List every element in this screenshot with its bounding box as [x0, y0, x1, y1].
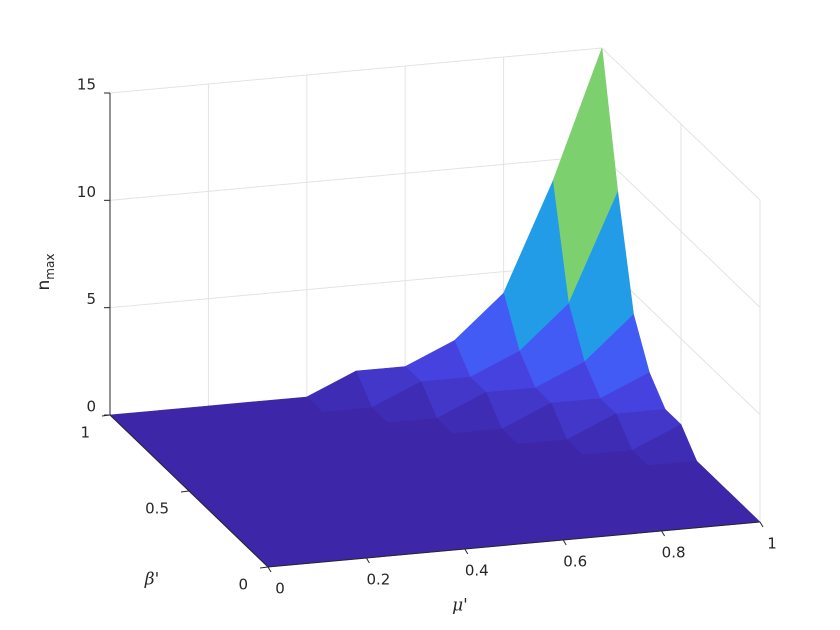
- x-tick-label: 0: [275, 580, 285, 598]
- z-tick-label: 0: [86, 398, 96, 416]
- y-tick: [259, 566, 269, 569]
- grid-line: [109, 154, 603, 201]
- x-tick: [267, 566, 272, 573]
- z-axis-label-base: n: [34, 280, 54, 291]
- x-tick-label: 0.6: [563, 553, 587, 571]
- x-tick-label: 1: [767, 535, 777, 553]
- y-tick: [180, 490, 190, 493]
- x-tick: [464, 548, 469, 555]
- y-tick-label: 0.5: [145, 500, 169, 518]
- z-tick-label: 15: [77, 76, 96, 94]
- y-axis-label: β': [144, 570, 160, 590]
- x-tick: [759, 521, 764, 528]
- x-tick: [562, 539, 567, 546]
- grid-line: [601, 154, 761, 308]
- y-tick-label: 1: [80, 424, 90, 442]
- x-tick-label: 0.8: [662, 544, 686, 562]
- x-tick: [365, 557, 370, 564]
- z-tick-label: 5: [86, 290, 96, 308]
- x-axis-label: μ': [452, 596, 468, 616]
- z-tick-label: 10: [77, 183, 96, 201]
- grid-line: [109, 47, 603, 94]
- x-tick-label: 0.4: [465, 562, 489, 580]
- z-axis-label: nmax: [34, 254, 57, 291]
- z-axis-label-sub: max: [43, 254, 57, 280]
- y-tick-label: 0: [238, 576, 248, 594]
- x-axis-line: [267, 521, 761, 568]
- x-tick: [661, 530, 666, 537]
- x-tick-label: 0.2: [366, 571, 390, 589]
- grid-line: [601, 47, 761, 201]
